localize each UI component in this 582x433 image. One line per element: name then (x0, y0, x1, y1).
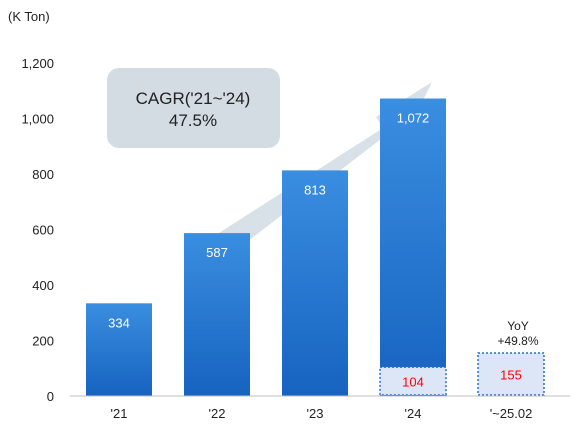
highlight-value-label: 104 (402, 375, 424, 390)
bar-value-label: 1,072 (397, 111, 430, 126)
highlight-box (477, 352, 545, 396)
x-tick-label: '24 (405, 406, 422, 421)
y-tick-label: 600 (32, 223, 54, 238)
y-tick-label: 0 (47, 389, 54, 404)
bar-value-label: 587 (206, 245, 228, 260)
x-tick-label: '23 (307, 406, 324, 421)
y-tick-label: 1,000 (21, 112, 54, 127)
cagr-value: 47.5% (169, 111, 217, 130)
cagr-label: CAGR('21~'24) (136, 89, 251, 108)
bar-value-label: 813 (304, 182, 326, 197)
y-tick-label: 800 (32, 167, 54, 182)
bar (282, 170, 348, 396)
y-tick-label: 200 (32, 334, 54, 349)
x-axis-labels: '21 '22 '23 '24 '~25.02 (111, 406, 533, 421)
bar (380, 98, 446, 397)
bar (184, 233, 250, 396)
x-tick-label: '22 (209, 406, 226, 421)
y-tick-label: 400 (32, 278, 54, 293)
y-axis-ticks: 0 200 400 600 800 1,000 1,200 (21, 56, 54, 404)
bar (86, 303, 152, 396)
yoy-value: +49.8% (497, 334, 538, 348)
highlight-box (379, 366, 447, 396)
bars: 334 587 813 1,072 (86, 98, 446, 397)
highlight-boxes: 104 155 (379, 352, 545, 396)
x-tick-label: '~25.02 (490, 406, 533, 421)
unit-label: (K Ton) (8, 9, 50, 24)
y-tick-label: 1,200 (21, 56, 54, 71)
highlight-value-label: 155 (500, 367, 522, 382)
x-tick-label: '21 (111, 406, 128, 421)
yoy-label: YoY (507, 319, 529, 333)
yoy-annotation: YoY +49.8% (497, 319, 538, 348)
bar-value-label: 334 (108, 315, 130, 330)
cagr-callout: CAGR('21~'24) 47.5% (107, 68, 280, 148)
